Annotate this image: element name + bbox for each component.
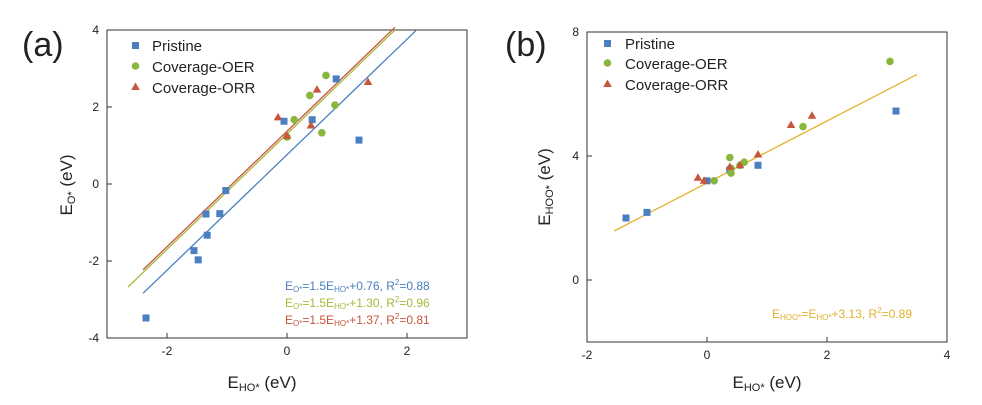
point-pristine bbox=[622, 214, 630, 222]
point-coverage-oer bbox=[331, 101, 339, 109]
point-coverage-orr bbox=[363, 77, 373, 85]
panel-a-points bbox=[142, 71, 373, 322]
point-pristine bbox=[280, 117, 288, 125]
legend-entry-coverage-oer: Coverage-OER bbox=[625, 56, 728, 73]
point-coverage-orr bbox=[786, 120, 796, 128]
fit-equation-coverage-orr: EO*=1.5EHO*+1.37, R2=0.81 bbox=[285, 312, 430, 328]
point-pristine bbox=[142, 314, 150, 322]
point-pristine bbox=[203, 231, 211, 239]
y-tick-label: 4 bbox=[92, 23, 99, 37]
panel-a: (a) -2 0 2 -4 -2 0 2 4 Pristine Coverage-OER Co… bbox=[22, 23, 468, 394]
point-coverage-oer bbox=[726, 153, 734, 162]
fit-line-coverage-orr bbox=[142, 26, 396, 271]
panel-a-ticks: -2 0 2 -4 -2 0 2 4 bbox=[88, 23, 410, 358]
point-coverage-oer bbox=[306, 91, 314, 100]
point-pristine bbox=[754, 161, 762, 169]
panel-a-x-axis-title: EHO* (eV) bbox=[228, 373, 297, 394]
x-tick-label: -2 bbox=[162, 344, 173, 358]
x-tick-label: 0 bbox=[704, 348, 711, 362]
x-tick-label: 0 bbox=[284, 344, 291, 358]
fit-equation-coverage-oer: EO*=1.5EHO*+1.30, R2=0.96 bbox=[285, 295, 430, 311]
y-tick-label: 2 bbox=[92, 100, 99, 114]
point-pristine bbox=[703, 177, 711, 185]
x-tick-label: 2 bbox=[824, 348, 831, 362]
y-tick-label: 8 bbox=[572, 25, 579, 39]
point-coverage-orr bbox=[693, 173, 703, 181]
point-coverage-orr bbox=[282, 131, 292, 139]
y-tick-label: 0 bbox=[92, 177, 99, 191]
panel-b-legend: Pristine Coverage-OER Coverage-ORR bbox=[603, 36, 729, 94]
legend-marker-coverage-oer bbox=[131, 62, 140, 70]
point-pristine bbox=[202, 210, 210, 218]
legend-entry-coverage-orr: Coverage-ORR bbox=[625, 77, 729, 94]
point-pristine bbox=[355, 136, 363, 144]
fit-line-coverage-oer bbox=[127, 29, 396, 288]
point-coverage-oer bbox=[710, 177, 718, 185]
point-pristine bbox=[892, 107, 900, 115]
fit-line-pristine bbox=[142, 30, 417, 294]
panel-b-ticks: -2 0 2 4 0 4 8 bbox=[572, 25, 950, 362]
point-coverage-orr bbox=[725, 162, 735, 170]
point-pristine bbox=[194, 256, 202, 264]
panel-a-label: (a) bbox=[22, 26, 64, 64]
panel-a-legend: Pristine Coverage-OER Coverage-ORR bbox=[131, 38, 256, 97]
point-pristine bbox=[222, 187, 230, 195]
panel-b-fit-lines bbox=[613, 73, 918, 232]
point-coverage-oer bbox=[886, 57, 894, 66]
legend-marker-pristine bbox=[604, 40, 611, 47]
point-coverage-orr bbox=[735, 160, 745, 169]
point-coverage-oer bbox=[740, 158, 748, 166]
point-coverage-orr bbox=[312, 85, 322, 93]
point-pristine bbox=[190, 247, 198, 255]
x-tick-label: -2 bbox=[582, 348, 593, 362]
panel-a-y-axis-title: EO* (eV) bbox=[57, 154, 78, 215]
legend-marker-coverage-orr bbox=[131, 82, 140, 90]
point-coverage-oer bbox=[322, 71, 330, 80]
point-pristine bbox=[308, 116, 316, 124]
fit-equation-all: EHOO*=EHO*+3.13, R2=0.89 bbox=[772, 306, 912, 322]
legend-marker-coverage-oer bbox=[603, 59, 612, 67]
point-pristine bbox=[332, 75, 340, 83]
point-coverage-oer bbox=[290, 115, 299, 124]
legend-marker-coverage-orr bbox=[603, 79, 612, 87]
y-tick-label: -2 bbox=[88, 254, 99, 268]
panel-b: (b) -2 0 2 4 0 4 8 Pristine Coverage-OER Cover… bbox=[505, 25, 951, 394]
panel-a-fit-lines bbox=[127, 26, 417, 294]
legend-entry-coverage-orr: Coverage-ORR bbox=[152, 80, 256, 97]
panel-b-points bbox=[622, 57, 900, 222]
point-coverage-orr bbox=[807, 111, 817, 119]
point-coverage-orr bbox=[273, 112, 283, 121]
panel-b-x-axis-title: EHO* (eV) bbox=[733, 373, 802, 394]
panel-b-label: (b) bbox=[505, 26, 547, 64]
legend-entry-coverage-oer: Coverage-OER bbox=[152, 59, 255, 76]
fit-line-all bbox=[613, 73, 918, 232]
point-coverage-orr bbox=[306, 120, 316, 129]
point-coverage-orr bbox=[753, 149, 763, 158]
fit-equation-pristine: EO*=1.5EHO*+0.76, R2=0.88 bbox=[285, 278, 430, 294]
y-tick-label: -4 bbox=[88, 331, 99, 345]
point-pristine bbox=[216, 210, 224, 218]
x-tick-label: 2 bbox=[404, 344, 411, 358]
point-coverage-orr bbox=[699, 176, 709, 184]
y-tick-label: 4 bbox=[572, 149, 579, 163]
legend-marker-pristine bbox=[132, 42, 139, 49]
panel-b-y-axis-title: EHOO* (eV) bbox=[535, 148, 556, 226]
panel-b-plot-frame bbox=[586, 31, 948, 343]
legend-entry-pristine: Pristine bbox=[152, 38, 202, 55]
y-tick-label: 0 bbox=[572, 273, 579, 287]
point-coverage-oer bbox=[318, 128, 326, 137]
x-tick-label: 4 bbox=[944, 348, 951, 362]
point-coverage-oer bbox=[799, 122, 807, 131]
point-pristine bbox=[643, 208, 651, 216]
legend-entry-pristine: Pristine bbox=[625, 36, 675, 53]
